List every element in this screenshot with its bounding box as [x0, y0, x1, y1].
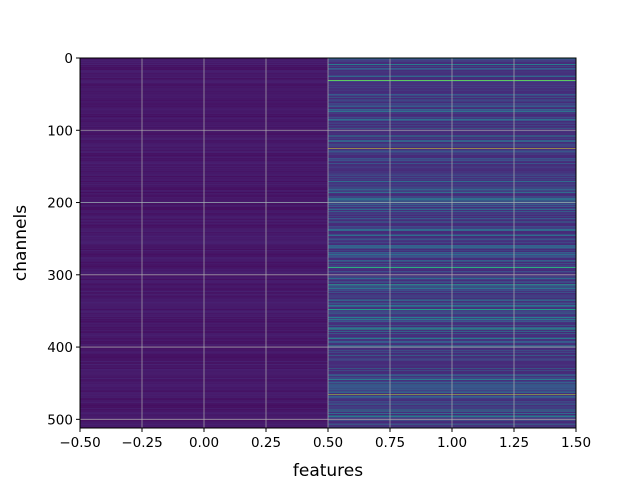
- y-tick-label: 0: [64, 51, 73, 67]
- x-tick-label: 1.00: [437, 435, 467, 451]
- y-axis-ticks: 0 100 200 300 400 500: [47, 51, 80, 428]
- x-tick-label: −0.50: [59, 435, 100, 451]
- y-axis-label: channels: [11, 205, 31, 281]
- y-tick-label: 300: [47, 268, 73, 284]
- y-tick-label: 200: [47, 196, 73, 212]
- x-tick-label: 1.25: [499, 435, 529, 451]
- y-tick-label: 100: [47, 123, 73, 139]
- x-tick-label: 1.50: [561, 435, 591, 451]
- x-tick-label: 0.25: [251, 435, 281, 451]
- x-tick-label: 0.75: [375, 435, 405, 451]
- y-tick-label: 400: [47, 340, 73, 356]
- x-axis-ticks: −0.50 −0.25 0.00 0.25 0.50 0.75 1.00 1.25 1.50: [59, 428, 591, 451]
- x-tick-label: 0.00: [189, 435, 219, 451]
- x-axis-label: features: [293, 461, 363, 480]
- y-tick-label: 500: [47, 412, 73, 428]
- x-tick-label: 0.50: [313, 435, 343, 451]
- x-tick-label: −0.25: [121, 435, 162, 451]
